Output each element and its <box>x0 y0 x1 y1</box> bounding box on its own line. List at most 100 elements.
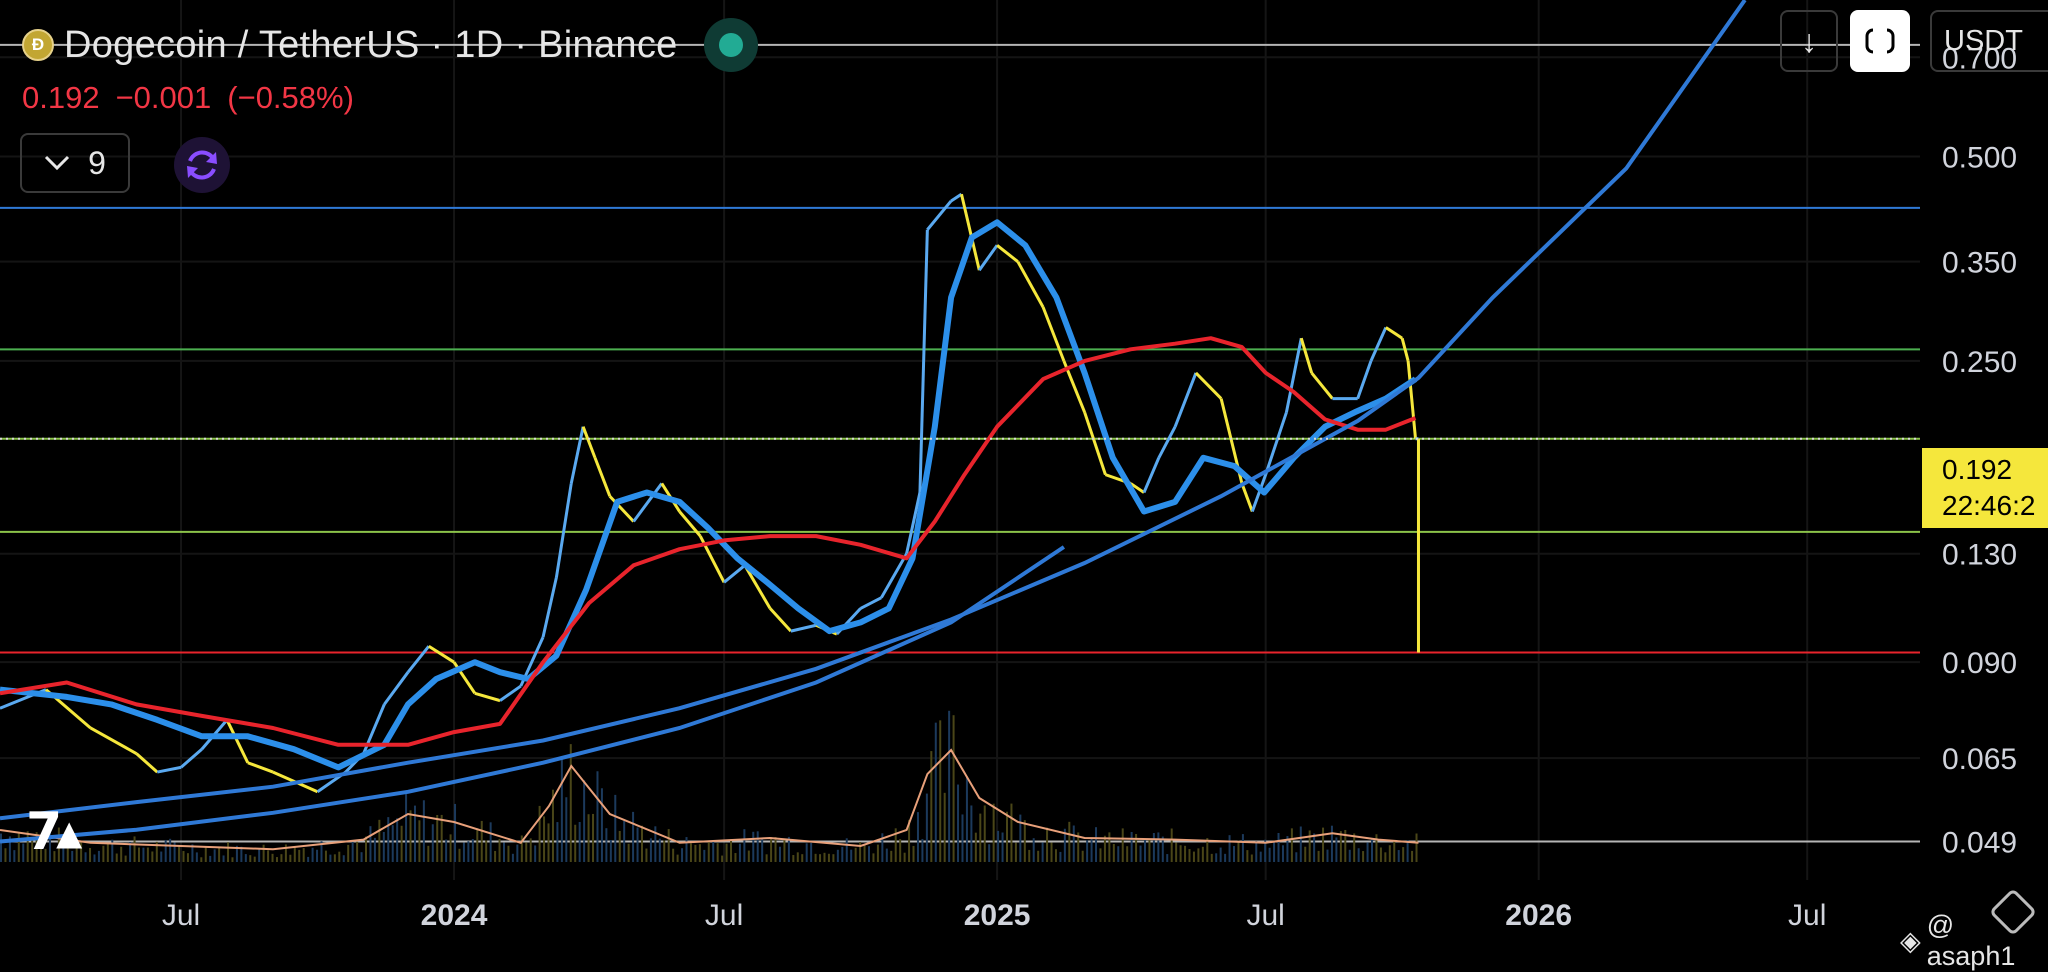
symbol-header[interactable]: Ð Dogecoin / TetherUS · 1D · Binance <box>22 18 758 72</box>
volume-bar <box>872 853 875 862</box>
volume-bar <box>876 844 879 862</box>
volume-bar <box>111 839 114 862</box>
volume-bar <box>596 771 599 862</box>
volume-bar <box>921 838 924 862</box>
volume-bar <box>1237 840 1240 862</box>
volume-bar <box>832 854 835 862</box>
volume-bar <box>1166 854 1169 862</box>
ma-slow-line <box>0 336 1417 747</box>
price-segment <box>632 482 663 523</box>
price-segment <box>790 623 817 633</box>
volume-bar <box>4 848 7 862</box>
volume-bar <box>405 794 408 862</box>
volume-bar <box>765 854 768 862</box>
volume-bar <box>957 784 960 862</box>
volume-bar <box>151 851 154 862</box>
volume-bar <box>338 851 341 862</box>
volume-bar <box>965 776 968 862</box>
price-segment <box>918 229 929 493</box>
volume-bar <box>369 826 372 862</box>
volume-bar <box>1273 841 1276 862</box>
volume-bar <box>1353 833 1356 862</box>
price-tick-label: 0.700 <box>1942 42 2017 75</box>
volume-bar <box>560 756 563 862</box>
volume-bar <box>391 825 394 862</box>
sync-button[interactable] <box>174 137 230 193</box>
volume-bar <box>164 839 167 862</box>
volume-bar <box>324 850 327 862</box>
volume-bar <box>774 837 777 862</box>
volume-bar <box>761 838 764 862</box>
volume-bar <box>200 857 203 862</box>
quote-line: 0.192 −0.001 (−0.58%) <box>22 80 354 116</box>
volume-bar <box>115 853 118 862</box>
volume-bar <box>694 844 697 862</box>
volume-bar <box>44 848 47 862</box>
volume-bar <box>1313 833 1316 862</box>
price-segment <box>1173 372 1198 428</box>
volume-bar <box>934 722 937 862</box>
volume-bar <box>178 846 181 862</box>
volume-bar <box>1246 850 1249 862</box>
volume-bar <box>1201 846 1204 862</box>
price-segment <box>1083 411 1107 476</box>
price-segment <box>474 691 501 703</box>
volume-bar <box>672 848 675 862</box>
volume-bar <box>654 826 657 862</box>
volume-bar <box>676 854 679 862</box>
price-tick-label: 0.500 <box>1942 141 2017 174</box>
price-segment <box>156 765 182 774</box>
scroll-to-latest-button[interactable]: ↓ <box>1780 10 1838 72</box>
volume-bar <box>436 814 439 862</box>
volume-bar <box>547 823 550 862</box>
symbol-title[interactable]: Dogecoin / TetherUS · 1D · Binance <box>64 23 678 66</box>
price-axis[interactable]: 0.700 0.500 0.350 0.250 0.130 0.090 0.065 0.049 <box>1942 42 2017 859</box>
fullscreen-button[interactable] <box>1850 10 1910 72</box>
volume-bar <box>1393 840 1396 862</box>
watermark-handle: @ asaph1 <box>1926 910 2016 971</box>
volume-bar <box>467 841 470 862</box>
volume-bar <box>347 844 350 862</box>
price-segment <box>1016 260 1045 308</box>
volume-bar <box>284 844 287 862</box>
price-segment <box>180 748 203 769</box>
volume-bar <box>204 846 207 862</box>
tradingview-logo[interactable]: 7▴ <box>26 802 82 862</box>
volume-bar <box>502 842 505 862</box>
volume-bar <box>636 827 639 862</box>
refresh-icon <box>187 150 217 180</box>
price-segment <box>1310 371 1334 400</box>
chevron-down-icon <box>45 155 70 171</box>
volume-bar <box>1117 846 1120 862</box>
volume-bar <box>1046 827 1049 862</box>
volume-bar <box>805 843 808 862</box>
indicators-toggle-button[interactable]: 9 <box>20 133 130 193</box>
volume-bar <box>1148 839 1151 862</box>
volume-bar <box>222 855 225 862</box>
volume-bar <box>1322 827 1325 862</box>
price-segment <box>1406 360 1418 439</box>
volume-bar <box>1028 849 1031 862</box>
volume-bar <box>89 847 92 862</box>
volume-bar <box>462 842 465 862</box>
currency-button[interactable]: USDT <box>1930 10 2048 72</box>
volume-bar <box>525 842 528 862</box>
volume-bar <box>1375 834 1378 862</box>
volume-bar <box>97 850 100 862</box>
volume-bar <box>329 854 332 862</box>
price-segment <box>880 552 908 599</box>
volume-bar <box>912 845 915 862</box>
volume-bar <box>387 817 390 862</box>
time-axis[interactable]: Jul 2024 Jul 2025 Jul 2026 Jul <box>162 899 1827 932</box>
volume-bar <box>609 840 612 862</box>
volume-bar <box>632 811 635 862</box>
volume-bar <box>449 834 452 862</box>
currency-label: USDT <box>1944 24 2023 57</box>
volume-bar <box>551 789 554 862</box>
volume-bar <box>1170 828 1173 862</box>
volume-bar <box>974 832 977 862</box>
price-segment <box>383 671 410 706</box>
volume-bar <box>899 839 902 862</box>
price-segment <box>593 457 612 497</box>
